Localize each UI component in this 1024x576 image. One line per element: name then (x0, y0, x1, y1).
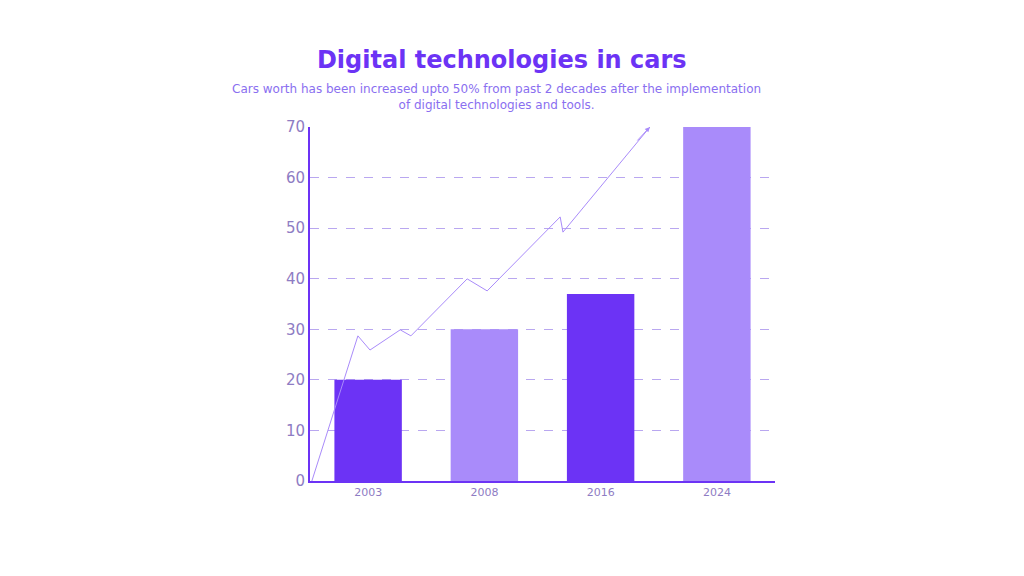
svg-text:0: 0 (295, 472, 305, 490)
svg-text:2016: 2016 (587, 486, 615, 499)
svg-text:Digital technologies in cars: Digital technologies in cars (317, 46, 687, 74)
svg-text:60: 60 (286, 169, 305, 187)
svg-text:2008: 2008 (470, 486, 498, 499)
svg-text:2003: 2003 (354, 486, 382, 499)
svg-text:70: 70 (286, 118, 305, 136)
svg-text:10: 10 (286, 422, 305, 440)
svg-text:40: 40 (286, 270, 305, 288)
svg-text:30: 30 (286, 321, 305, 339)
svg-text:2024: 2024 (703, 486, 731, 499)
svg-text:50: 50 (286, 219, 305, 237)
svg-text:Cars worth has been increased: Cars worth has been increased upto 50% f… (232, 82, 761, 112)
svg-text:20: 20 (286, 371, 305, 389)
